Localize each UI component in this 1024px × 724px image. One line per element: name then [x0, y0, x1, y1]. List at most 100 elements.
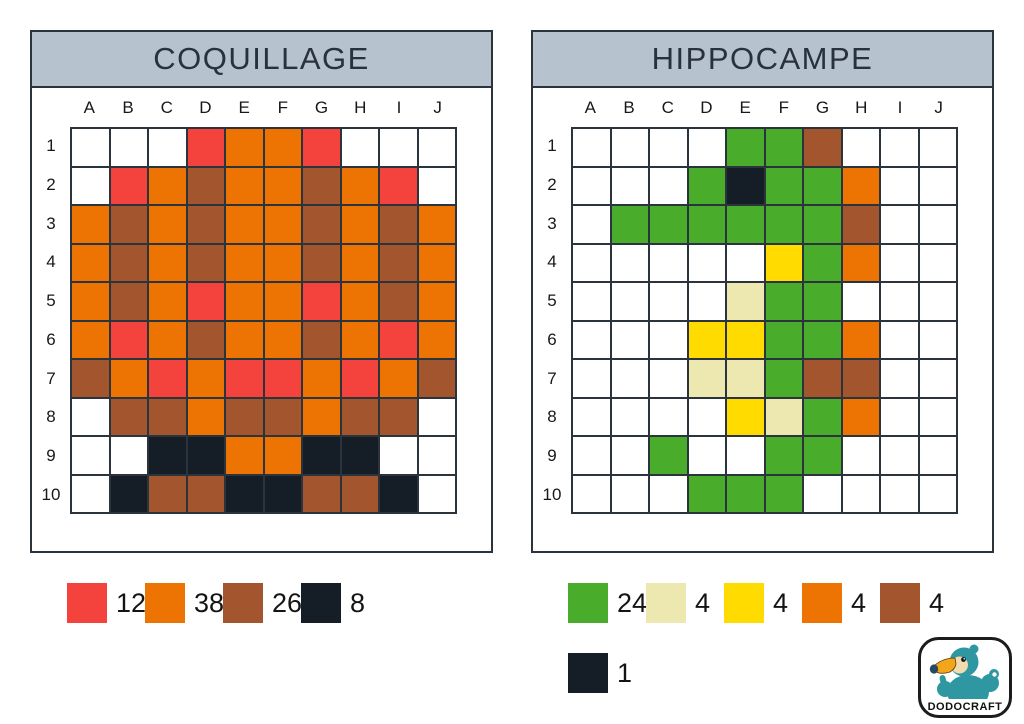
grid-cell-J2	[418, 167, 455, 204]
grid-cell-C1	[650, 129, 687, 166]
grid-cell-H6	[341, 321, 378, 358]
grid-cell-J8	[919, 398, 956, 435]
grid-cell-E4	[226, 244, 263, 281]
row-label-4: 4	[547, 252, 557, 272]
legend-count-yellow: 4	[773, 587, 789, 618]
grid-cell-G4	[303, 244, 340, 281]
grid-cell-H10	[341, 475, 378, 512]
grid-cell-B10	[110, 475, 147, 512]
column-label-I: I	[396, 97, 402, 117]
grid-cell-H4	[842, 244, 879, 281]
grid-cell-C7	[650, 360, 687, 397]
grid-cell-C4	[149, 244, 186, 281]
grid-cell-E9	[226, 437, 263, 474]
grid-cell-J9	[919, 437, 956, 474]
grid-cell-I6	[380, 321, 417, 358]
grid-cell-F7	[765, 360, 802, 397]
grid-cell-G6	[303, 321, 340, 358]
column-label-B: B	[623, 97, 635, 117]
grid-cell-B8	[611, 398, 648, 435]
grid-cell-J4	[418, 244, 455, 281]
grid-cell-F5	[264, 283, 301, 320]
grid-cell-B9	[611, 437, 648, 474]
grid-cell-D6	[187, 321, 224, 358]
grid-cell-D4	[688, 244, 725, 281]
column-labels: A B C D E F G H I J	[571, 88, 958, 127]
grid-cell-G5	[303, 283, 340, 320]
grid-cell-H1	[341, 129, 378, 166]
grid-cell-J6	[418, 321, 455, 358]
legend-hippocampe: 24 4 4 4 4 1	[568, 583, 968, 693]
row-label-8: 8	[547, 407, 557, 427]
grid-cell-E9	[727, 437, 764, 474]
grid-cell-H5	[341, 283, 378, 320]
row-label-10: 10	[41, 484, 61, 504]
grid-cell-D1	[187, 129, 224, 166]
grid-cell-E8	[226, 398, 263, 435]
grid-cell-F3	[765, 206, 802, 243]
grid-cell-G5	[804, 283, 841, 320]
panel-title: COQUILLAGE	[153, 41, 370, 76]
column-label-C: C	[160, 97, 173, 117]
column-label-A: A	[584, 97, 597, 117]
legend-count-red: 12	[116, 587, 147, 618]
grid-cell-J7	[418, 360, 455, 397]
grid-cell-G1	[804, 129, 841, 166]
grid-cell-E7	[727, 360, 764, 397]
grid-cell-B3	[110, 206, 147, 243]
grid-cell-B6	[611, 321, 648, 358]
grid-cell-H8	[842, 398, 879, 435]
legend-item-black: 1	[568, 653, 646, 693]
grid-cell-E5	[226, 283, 263, 320]
legend-swatch-green	[568, 583, 608, 623]
grid-cell-D8	[688, 398, 725, 435]
column-label-A: A	[83, 97, 96, 117]
column-label-H: H	[855, 97, 868, 117]
grid-cell-I5	[380, 283, 417, 320]
grid-cell-I9	[380, 437, 417, 474]
grid-cell-J8	[418, 398, 455, 435]
column-label-G: G	[314, 97, 329, 117]
row-label-8: 8	[46, 407, 56, 427]
grid-cell-C10	[149, 475, 186, 512]
grid-cell-H6	[842, 321, 879, 358]
grid-cell-I7	[380, 360, 417, 397]
legend-swatch-black	[301, 583, 341, 623]
grid-cell-G2	[804, 167, 841, 204]
grid-cell-J3	[919, 206, 956, 243]
row-label-10: 10	[542, 484, 562, 504]
grid-cell-I3	[380, 206, 417, 243]
grid-cell-I9	[881, 437, 918, 474]
legend-swatch-brown	[223, 583, 263, 623]
grid-cell-D9	[688, 437, 725, 474]
grid-cell-G3	[303, 206, 340, 243]
grid-cell-H2	[341, 167, 378, 204]
legend-item-cream: 4	[646, 583, 724, 623]
grid-cell-D5	[688, 283, 725, 320]
legend-swatch-cream	[646, 583, 686, 623]
grid-cell-G1	[303, 129, 340, 166]
grid-cell-H7	[341, 360, 378, 397]
grid-area: A B C D E F G H I J 1 2 3 4 5 6 7 8 9 10	[32, 88, 491, 514]
grid-cell-B8	[110, 398, 147, 435]
grid-cell-F8	[765, 398, 802, 435]
grid-cell-A5	[72, 283, 109, 320]
column-labels: A B C D E F G H I J	[70, 88, 457, 127]
grid-cell-I1	[380, 129, 417, 166]
column-label-C: C	[661, 97, 674, 117]
legend-count-black: 1	[617, 657, 633, 688]
grid-cell-D6	[688, 321, 725, 358]
grid-cell-J3	[418, 206, 455, 243]
grid-cell-D2	[688, 167, 725, 204]
grid-cell-I1	[881, 129, 918, 166]
legend-swatch-yellow	[724, 583, 764, 623]
row-label-1: 1	[547, 136, 557, 156]
grid-cell-J1	[919, 129, 956, 166]
legend-item-brown: 26	[223, 583, 302, 623]
legend-swatch-red	[67, 583, 107, 623]
grid-cell-H1	[842, 129, 879, 166]
grid-cell-H8	[341, 398, 378, 435]
grid-cell-I2	[380, 167, 417, 204]
grid-cell-H9	[842, 437, 879, 474]
